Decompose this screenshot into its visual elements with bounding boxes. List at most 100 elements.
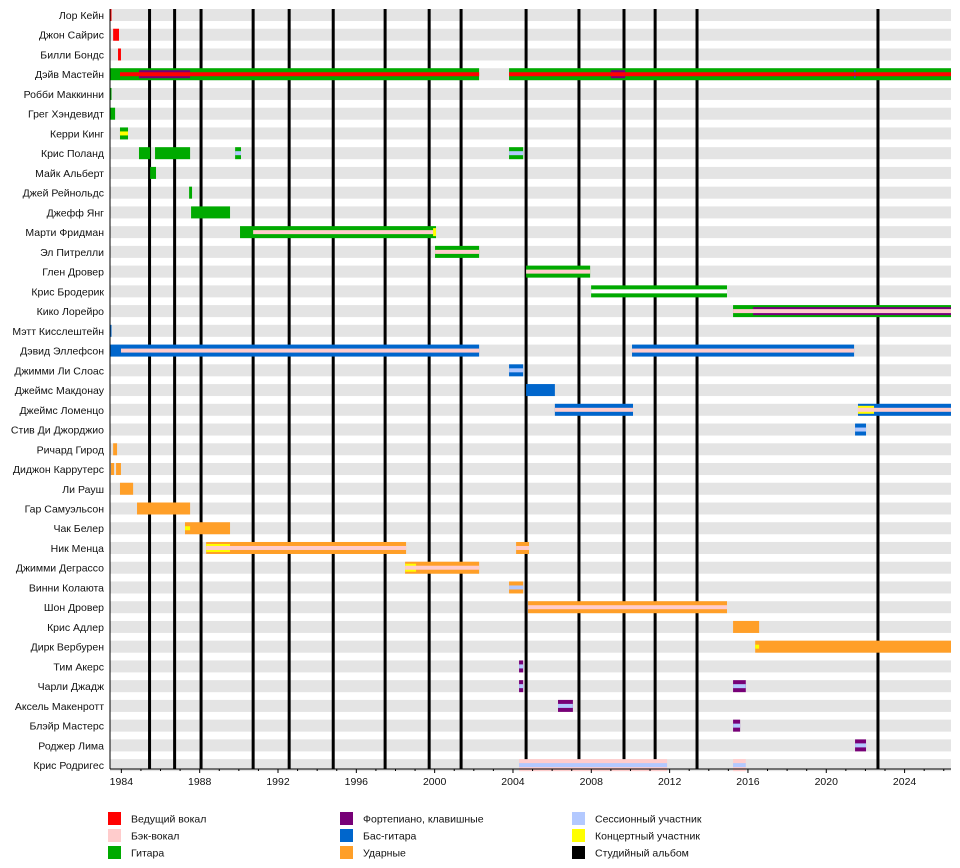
row-stripe bbox=[110, 48, 951, 61]
legend-swatch-touring bbox=[572, 829, 585, 842]
member-bar-drums bbox=[119, 482, 134, 495]
row-stripe bbox=[110, 482, 951, 495]
legend-label: Сессионный участник bbox=[595, 814, 702, 826]
legend-swatch-guitar bbox=[108, 846, 121, 859]
album-line bbox=[622, 9, 626, 769]
row-stripe bbox=[110, 403, 951, 416]
member-label: Эл Питрелли bbox=[40, 247, 104, 259]
member-bar-guitar bbox=[189, 186, 193, 199]
member-bar-white bbox=[591, 289, 727, 294]
row-stripe bbox=[110, 364, 951, 377]
legend-label: Ударные bbox=[363, 848, 406, 860]
member-label: Крис Бродерик bbox=[31, 286, 104, 298]
member-bar-backing-vocals bbox=[857, 407, 951, 412]
member-label: Дэйв Мастейн bbox=[35, 69, 104, 81]
album-line bbox=[383, 9, 387, 769]
member-label: Робби Маккинни bbox=[24, 89, 105, 101]
legend-label: Бэк-вокал bbox=[131, 831, 179, 843]
member-label: Чарли Джадж bbox=[38, 681, 104, 693]
album-line bbox=[331, 9, 335, 769]
member-bar-backing-vocals bbox=[253, 230, 437, 235]
member-bar-backing-vocals bbox=[733, 309, 951, 314]
member-bar-bass bbox=[526, 384, 555, 397]
member-label: Керри Кинг bbox=[50, 128, 104, 140]
member-bar-backing-vocals bbox=[528, 605, 727, 610]
member-bar-touring bbox=[184, 526, 191, 531]
member-bar-session bbox=[855, 427, 867, 432]
x-tick-label: 2016 bbox=[736, 776, 760, 788]
row-stripe bbox=[110, 166, 951, 179]
legend-swatch-album bbox=[572, 846, 585, 859]
member-bar-session bbox=[855, 743, 867, 748]
legend-label: Бас-гитара bbox=[363, 831, 417, 843]
member-bar-touring bbox=[119, 131, 129, 136]
x-tick-label: 2024 bbox=[893, 776, 917, 788]
row-stripe bbox=[110, 9, 951, 21]
member-label: Джимми Деграссо bbox=[16, 563, 104, 575]
member-label: Марти Фридман bbox=[25, 227, 104, 239]
member-label: Джон Сайрис bbox=[39, 30, 104, 42]
member-bar-backing-vocals bbox=[120, 348, 480, 353]
member-bar-session bbox=[733, 684, 746, 689]
row-stripe bbox=[110, 660, 951, 673]
member-bar-guitar bbox=[150, 166, 157, 179]
member-bar-backing-vocals bbox=[405, 565, 480, 570]
row-stripe bbox=[110, 245, 951, 258]
member-label: Джимми Ли Слоас bbox=[14, 365, 104, 377]
member-bar-drums bbox=[733, 620, 760, 633]
member-bar-lead-vocals bbox=[113, 28, 120, 41]
member-bar-session bbox=[558, 703, 573, 708]
row-stripe bbox=[110, 443, 951, 456]
x-tick-label: 1992 bbox=[266, 776, 290, 788]
member-bar-session bbox=[519, 664, 524, 669]
legend-label: Гитара bbox=[131, 848, 164, 860]
x-tick-label: 2020 bbox=[815, 776, 839, 788]
member-bar-backing-vocals bbox=[206, 545, 407, 550]
x-tick-label: 2004 bbox=[501, 776, 525, 788]
member-bar-drums bbox=[184, 522, 231, 535]
row-stripe bbox=[110, 620, 951, 633]
member-label: Билли Бондс bbox=[40, 49, 104, 61]
legend-label: Ведущий вокал bbox=[131, 814, 206, 826]
member-label: Крис Родригес bbox=[33, 760, 104, 772]
member-bar-lead-vocals bbox=[509, 72, 951, 77]
member-bar-drums bbox=[116, 463, 121, 476]
member-bar-session bbox=[733, 763, 746, 768]
row-stripe bbox=[110, 680, 951, 693]
row-stripe bbox=[110, 107, 951, 120]
row-stripe bbox=[110, 739, 951, 752]
member-label: Дэвид Эллефсон bbox=[20, 346, 104, 358]
row-stripe bbox=[110, 28, 951, 41]
member-label: Гар Самуэльсон bbox=[25, 504, 105, 516]
member-bar-lead-vocals bbox=[118, 48, 121, 61]
member-bar-lead-vocals bbox=[610, 72, 626, 77]
member-bar-backing-vocals bbox=[526, 269, 591, 274]
row-stripe bbox=[110, 719, 951, 732]
row-stripe bbox=[110, 581, 951, 594]
member-bar-backing-vocals bbox=[516, 545, 530, 550]
row-stripe bbox=[110, 87, 951, 100]
x-tick-label: 2012 bbox=[658, 776, 682, 788]
legend-swatch-session bbox=[572, 812, 585, 825]
row-stripe bbox=[110, 699, 951, 712]
member-label: Блэйр Мастерс bbox=[30, 721, 104, 733]
member-label: Ричард Гирод bbox=[37, 444, 104, 456]
x-tick-label: 2008 bbox=[580, 776, 604, 788]
member-bar-drums bbox=[137, 502, 191, 515]
member-bar-lead-vocals bbox=[110, 9, 112, 21]
row-stripe bbox=[110, 324, 951, 337]
legend-swatch-backing-vocals bbox=[108, 829, 121, 842]
member-bar-guitar bbox=[155, 147, 191, 160]
member-label: Мэтт Кисслештейн bbox=[12, 326, 104, 338]
row-stripe bbox=[110, 206, 951, 219]
member-label: Джей Рейнольдс bbox=[23, 188, 104, 200]
member-label: Джефф Янг bbox=[47, 207, 105, 219]
legend-swatch-lead-vocals bbox=[108, 812, 121, 825]
member-label: Дирк Вербурен bbox=[31, 642, 105, 654]
member-label: Грег Хэндевидт bbox=[28, 109, 104, 121]
member-label: Диджон Каррутерс bbox=[13, 464, 104, 476]
member-label: Ник Менца bbox=[51, 543, 104, 555]
row-stripe bbox=[110, 423, 951, 436]
row-stripe bbox=[110, 561, 951, 574]
member-label: Аксель Макенротт bbox=[15, 701, 104, 713]
